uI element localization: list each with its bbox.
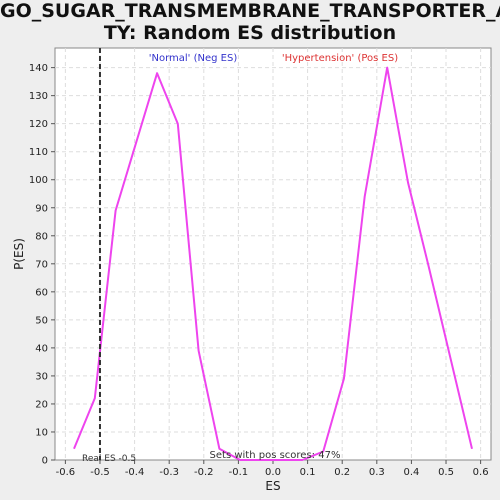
y-tick-label: 140 [29, 63, 48, 74]
y-tick-label: 70 [35, 259, 48, 270]
y-tick-label: 120 [29, 119, 48, 130]
x-tick-label: -0.6 [56, 467, 76, 478]
y-axis: 0 10 20 30 40 50 60 70 80 90 100 110 120 130 140 [29, 63, 55, 466]
x-axis-label: ES [265, 479, 280, 493]
x-tick-label: 0.2 [334, 467, 350, 478]
x-tick-label: 0.5 [438, 467, 454, 478]
y-axis-label: P(ES) [12, 238, 26, 270]
x-tick-label: 0.3 [369, 467, 385, 478]
y-tick-label: 130 [29, 91, 48, 102]
x-tick-label: -0.5 [90, 467, 110, 478]
x-tick-label: -0.1 [229, 467, 249, 478]
x-tick-label: -0.2 [194, 467, 214, 478]
normal-label: 'Normal' (Neg ES) [149, 53, 238, 64]
y-tick-label: 30 [35, 371, 48, 382]
x-tick-label: 0.0 [265, 467, 281, 478]
x-tick-label: 0.6 [473, 467, 489, 478]
hypertension-label: 'Hypertension' (Pos ES) [282, 53, 398, 64]
y-tick-label: 10 [35, 427, 48, 438]
y-tick-label: 20 [35, 399, 48, 410]
y-tick-label: 0 [42, 456, 48, 467]
y-tick-label: 90 [35, 203, 48, 214]
x-tick-label: 0.4 [403, 467, 419, 478]
y-tick-label: 100 [29, 175, 48, 186]
pos-scores-label: Sets with pos scores: 47% [210, 450, 341, 461]
y-tick-label: 60 [35, 287, 48, 298]
y-tick-label: 50 [35, 315, 48, 326]
y-tick-label: 110 [29, 147, 48, 158]
x-tick-label: -0.4 [125, 467, 145, 478]
y-tick-label: 40 [35, 343, 48, 354]
real-es-label: Real ES -0.5 [82, 454, 136, 464]
x-tick-label: -0.3 [159, 467, 179, 478]
x-tick-label: 0.1 [300, 467, 316, 478]
y-tick-label: 80 [35, 231, 48, 242]
